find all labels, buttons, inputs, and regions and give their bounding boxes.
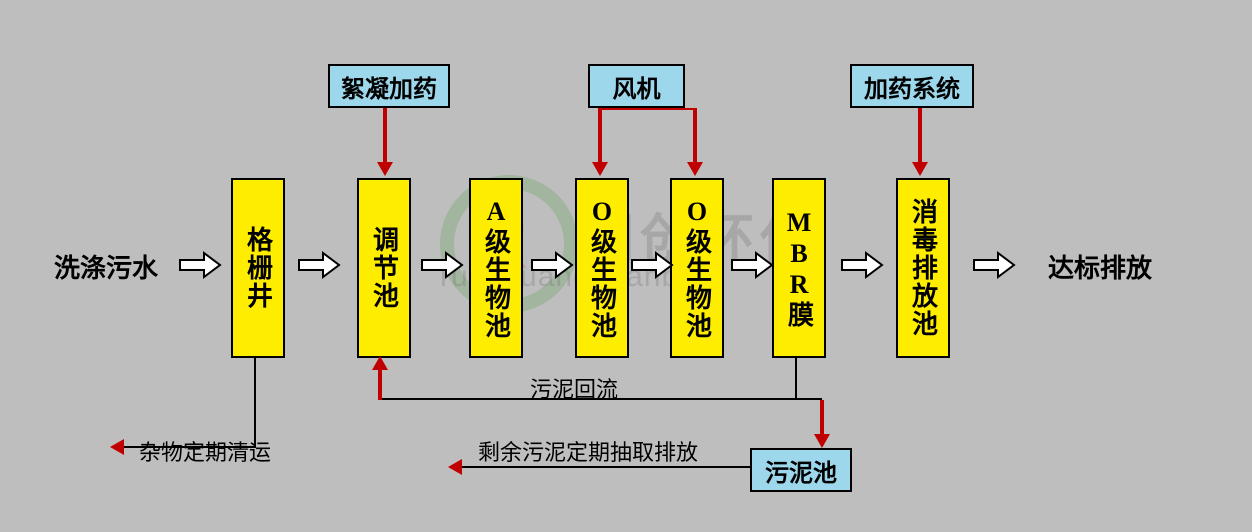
process-label-b3: A级生物池	[478, 197, 515, 340]
process-label-b5: O级生物池	[679, 197, 716, 340]
red-arrow-dose	[912, 162, 928, 176]
process-label-b7: 消毒排放池	[905, 198, 942, 338]
line-return-v	[795, 356, 797, 400]
red-arrow-fan-2	[687, 162, 703, 176]
line-sludge-v	[820, 400, 824, 434]
red-stem-3	[918, 108, 922, 162]
flow-arrow-0	[178, 250, 222, 280]
process-label-b4: O级生物池	[584, 197, 621, 340]
process-b4: O级生物池	[575, 178, 629, 358]
process-b7: 消毒排放池	[896, 178, 950, 358]
aux-a3: 加药系统	[850, 64, 974, 108]
process-b3: A级生物池	[469, 178, 523, 358]
red-stem-1	[383, 108, 387, 162]
process-b5: O级生物池	[670, 178, 724, 358]
input-label: 洗涤污水	[54, 248, 158, 285]
arrow-sludge-in	[814, 434, 830, 448]
flow-arrow-1	[297, 250, 341, 280]
flow-arrow-5	[730, 250, 774, 280]
process-label-b6: MBR膜	[781, 208, 818, 329]
process-b2: 调节池	[357, 178, 411, 358]
process-label-b2: 调节池	[366, 226, 403, 310]
aux-a1: 絮凝加药	[328, 64, 450, 108]
flow-arrow-2	[420, 250, 464, 280]
flow-arrow-4	[630, 250, 674, 280]
arrow-extract	[448, 459, 462, 475]
flow-arrow-7	[972, 250, 1016, 280]
note-n3: 剩余污泥定期抽取排放	[478, 435, 698, 467]
red-arrow-floc	[377, 162, 393, 176]
process-label-b1: 格栅井	[240, 226, 277, 310]
aux-a2: 风机	[588, 64, 685, 108]
aux-a4: 污泥池	[750, 448, 852, 492]
arrow-waste	[110, 439, 124, 455]
flow-arrow-6	[840, 250, 884, 280]
flow-arrow-3	[530, 250, 574, 280]
note-n2: 污泥回流	[530, 372, 618, 404]
line-return-v2	[378, 370, 382, 400]
output-label: 达标排放	[1048, 248, 1152, 285]
red-stem-2a	[598, 108, 602, 162]
red-stem-2b	[693, 108, 697, 162]
process-b1: 格栅井	[231, 178, 285, 358]
red-arrow-fan-1	[592, 162, 608, 176]
line-sludge-h0	[795, 398, 822, 400]
red-hconn-fan	[598, 108, 697, 110]
arrow-return	[372, 356, 388, 370]
note-n1: 杂物定期清运	[139, 435, 271, 467]
process-b6: MBR膜	[772, 178, 826, 358]
